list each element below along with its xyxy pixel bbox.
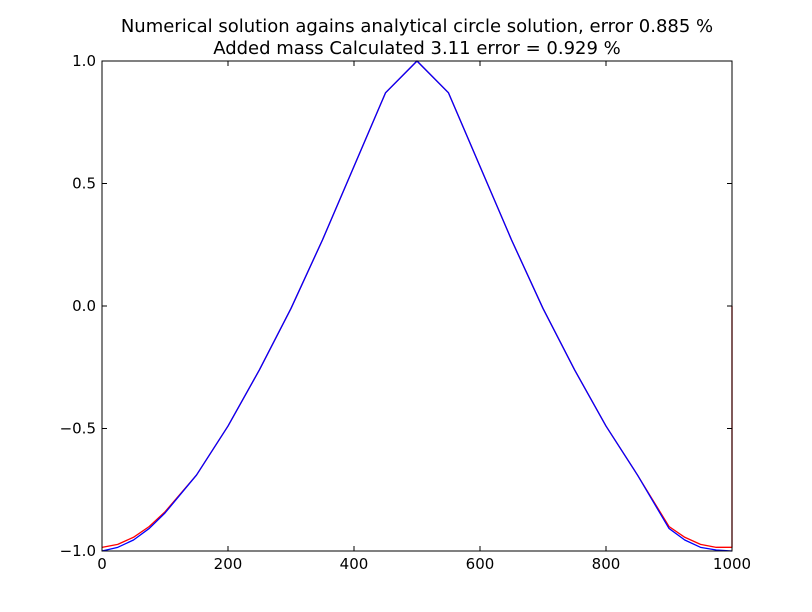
y-tick-label: 0.0 bbox=[72, 297, 96, 315]
y-tick-label: −1.0 bbox=[60, 542, 96, 560]
y-tick-label: 1.0 bbox=[72, 52, 96, 70]
x-tick-label: 400 bbox=[340, 555, 369, 573]
x-tick-label: 200 bbox=[214, 555, 243, 573]
x-tick-label: 1000 bbox=[713, 555, 751, 573]
chart-title: Numerical solution agains analytical cir… bbox=[121, 16, 713, 37]
plot-frame bbox=[101, 60, 733, 552]
x-tick-label: 0 bbox=[97, 555, 107, 573]
ticks-layer: 0 200 400 600 800 1000 −1.0 −0.5 0.0 0.5 1.0 bbox=[60, 52, 752, 573]
x-tick-label: 600 bbox=[466, 555, 495, 573]
series-line-2 bbox=[101, 60, 733, 552]
x-tick-label: 800 bbox=[592, 555, 621, 573]
chart-subtitle: Added mass Calculated 3.11 error = 0.929… bbox=[213, 38, 621, 59]
series-layer bbox=[101, 60, 733, 552]
y-tick-label: −0.5 bbox=[60, 420, 96, 438]
y-tick-label: 0.5 bbox=[72, 175, 96, 193]
